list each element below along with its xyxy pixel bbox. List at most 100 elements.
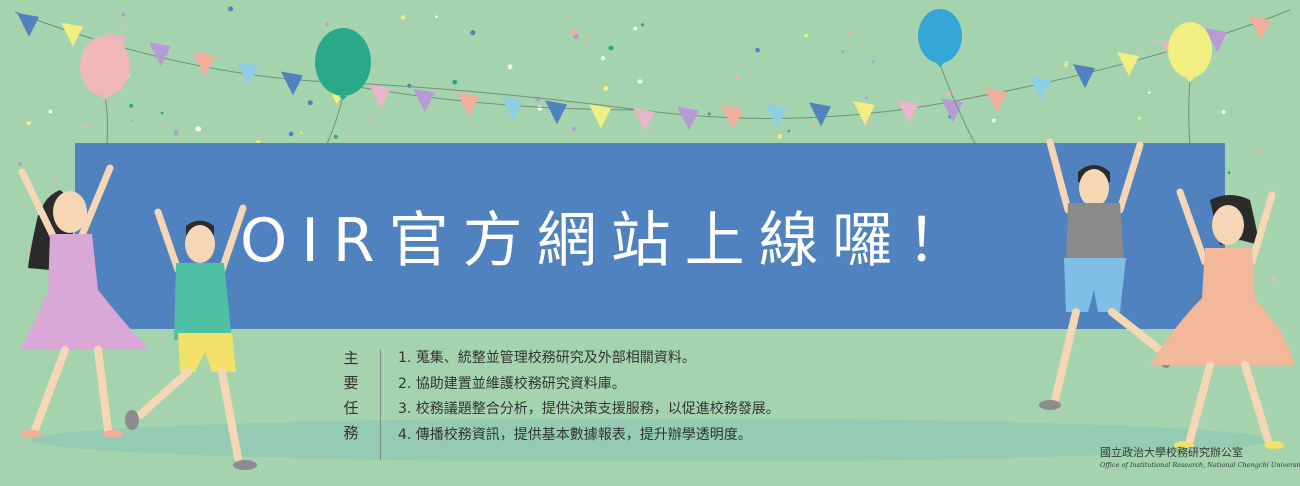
confetti-dot	[160, 111, 164, 115]
confetti-dot	[640, 23, 645, 27]
title-panel	[75, 143, 1225, 329]
bunting-flag	[545, 100, 567, 125]
bunting-flag	[853, 101, 875, 125]
confetti-dot	[804, 33, 808, 38]
confetti-dot	[54, 178, 59, 182]
confetti-dot	[787, 129, 791, 133]
confetti-dot	[1271, 277, 1276, 282]
confetti-dot	[812, 124, 817, 129]
confetti-dot	[871, 60, 875, 64]
confetti-dot	[507, 64, 513, 70]
bunting-flag	[1249, 16, 1271, 41]
confetti-dot	[841, 49, 845, 54]
confetti-dot	[131, 119, 134, 123]
task-item: 1. 蒐集、統整並管理校務研究及外部相關資料。	[398, 350, 696, 366]
dancing-girl-peach-illustration	[1150, 188, 1295, 449]
bunting-flag	[237, 61, 259, 86]
bunting-flag	[501, 96, 523, 121]
bunting-flag	[1029, 76, 1051, 101]
confetti-dot	[586, 35, 589, 39]
tasks-label-char: 主	[343, 349, 359, 367]
bunting-flag	[1117, 52, 1139, 77]
confetti-dot	[435, 15, 438, 19]
bunting-flag	[281, 71, 303, 96]
confetti-dot	[707, 112, 711, 116]
confetti-dot	[637, 79, 643, 84]
tasks-label-char: 任	[343, 399, 359, 417]
confetti-dot	[865, 96, 869, 100]
confetti-dot	[228, 6, 234, 12]
confetti-dot	[48, 109, 53, 114]
bunting-flag	[17, 12, 39, 37]
office-signature: 國立政治大學校務研究辦公室 Office of Institutional Re…	[1100, 446, 1300, 470]
confetti-dot	[603, 85, 609, 91]
headline: OIR官方網站上線囉！	[240, 206, 981, 276]
tasks-label: 主 要 任 務	[338, 346, 364, 446]
task-item: 4. 傳播校務資訊，提供基本數據報表，提升辦學透明度。	[398, 426, 752, 443]
confetti-dot	[325, 22, 329, 27]
confetti-dot	[18, 162, 23, 166]
confetti-dot	[307, 100, 313, 106]
bunting-flag	[985, 88, 1007, 113]
confetti-dot	[1221, 110, 1226, 114]
confetti-dot	[1137, 116, 1141, 120]
confetti-dot	[608, 45, 614, 51]
confetti-dot	[288, 131, 294, 137]
confetti-dot	[755, 47, 760, 53]
confetti-dot	[1148, 91, 1151, 94]
confetti-dot	[1227, 171, 1231, 174]
bunting-flag	[413, 88, 435, 113]
confetti-dot	[470, 30, 476, 36]
confetti-dot	[300, 131, 303, 135]
confetti-dot	[777, 134, 783, 140]
ground-shadow	[30, 418, 1270, 462]
confetti-dot	[571, 29, 578, 35]
bunting-flag	[369, 84, 391, 109]
bunting-flag	[457, 92, 479, 117]
confetti-dot	[1064, 63, 1068, 67]
office-name-en: Office of Institutional Research, Nation…	[1100, 461, 1300, 469]
dancing-boy-gray-illustration	[1039, 138, 1172, 410]
confetti-dot	[1260, 149, 1264, 153]
confetti-dot	[400, 15, 406, 20]
dancing-boy-green-illustration	[125, 204, 257, 470]
bunting-flag	[633, 107, 655, 132]
bunting-flag	[721, 105, 743, 130]
confetti-dot	[1065, 60, 1068, 64]
tasks-divider	[380, 350, 381, 460]
confetti-dot	[992, 118, 996, 123]
bunting-flag	[149, 42, 171, 67]
task-item: 2. 協助建置並維護校務研究資料庫。	[398, 375, 626, 392]
confetti-dot	[23, 204, 27, 208]
bunting-flag	[941, 98, 963, 123]
confetti-dot	[1152, 39, 1157, 44]
confetti-dot	[173, 130, 179, 136]
confetti-dot	[601, 56, 606, 61]
confetti-dot	[366, 119, 370, 123]
bunting-flag	[589, 104, 611, 129]
office-name-zh: 國立政治大學校務研究辦公室	[1100, 446, 1243, 459]
confetti-dot	[573, 33, 579, 40]
tasks-label-char: 務	[343, 424, 359, 442]
confetti-dot	[26, 121, 31, 126]
bunting-flag	[677, 106, 699, 131]
bunting-flag	[1205, 28, 1227, 53]
confetti-dot	[333, 134, 338, 139]
dancing-girl-purple-illustration	[18, 164, 150, 438]
confetti-dot	[191, 59, 194, 62]
confetti-dot	[122, 28, 126, 32]
bunting-flags	[17, 12, 1271, 132]
bunting-flag	[61, 22, 83, 47]
confetti-dot	[735, 74, 740, 79]
bunting-flag	[897, 99, 919, 124]
bunting-flag	[1073, 64, 1095, 89]
confetti-dot	[633, 26, 638, 31]
confetti-dot	[195, 126, 201, 132]
bunting-flag	[765, 103, 787, 128]
bunting-flag	[193, 52, 215, 76]
task-item: 3. 校務議題整合分析，提供決策支援服務，以促進校務發展。	[398, 401, 780, 417]
confetti-dot	[452, 79, 458, 85]
bunting-flag	[809, 102, 831, 127]
